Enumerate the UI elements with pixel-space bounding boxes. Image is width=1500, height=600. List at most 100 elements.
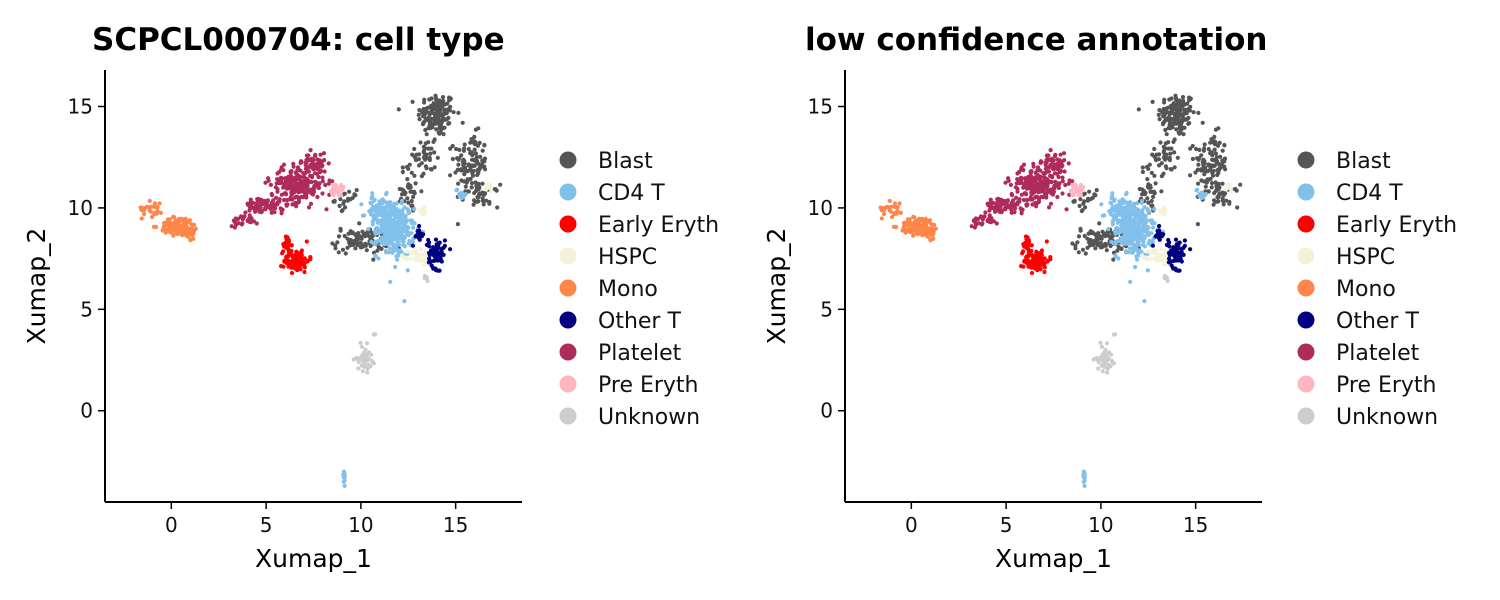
data-point xyxy=(304,160,309,165)
data-point xyxy=(474,155,479,160)
data-point xyxy=(281,181,287,186)
data-point xyxy=(432,249,437,254)
data-point xyxy=(1122,229,1127,234)
legend-marker xyxy=(1297,343,1315,361)
data-point xyxy=(1162,97,1167,102)
legend-item: Platelet xyxy=(1297,341,1420,366)
data-point xyxy=(271,203,276,208)
data-point xyxy=(1100,243,1105,248)
data-point xyxy=(1021,168,1026,173)
data-point xyxy=(1235,205,1240,210)
data-point xyxy=(917,219,922,224)
data-point xyxy=(150,214,155,220)
data-point xyxy=(382,236,387,242)
data-point xyxy=(1151,225,1156,230)
data-point xyxy=(424,132,429,137)
data-point xyxy=(333,243,338,248)
data-point xyxy=(1069,189,1074,194)
data-point xyxy=(1218,154,1223,159)
data-point xyxy=(1160,110,1165,115)
data-point xyxy=(158,210,163,215)
data-point xyxy=(1158,247,1163,252)
data-point xyxy=(1094,237,1099,242)
data-point xyxy=(279,264,284,269)
data-point xyxy=(286,243,291,248)
data-point xyxy=(462,146,467,151)
data-point xyxy=(403,221,408,226)
data-point xyxy=(1166,105,1171,110)
data-point xyxy=(372,216,377,222)
data-point xyxy=(327,178,332,183)
data-point xyxy=(1081,473,1087,479)
data-point xyxy=(1201,193,1206,198)
data-point xyxy=(418,140,423,145)
data-point xyxy=(370,222,375,227)
data-point xyxy=(1015,171,1020,176)
data-point xyxy=(379,240,385,245)
data-point xyxy=(1177,268,1182,273)
data-point xyxy=(494,188,499,193)
data-point xyxy=(425,110,430,115)
data-point xyxy=(1041,262,1046,267)
data-point xyxy=(385,200,390,205)
data-point xyxy=(336,234,342,239)
data-point xyxy=(1128,227,1133,232)
data-point xyxy=(1019,211,1024,216)
data-point xyxy=(372,197,377,202)
data-point xyxy=(1088,197,1093,202)
data-point xyxy=(900,228,905,233)
data-point xyxy=(342,478,347,483)
data-point xyxy=(1171,116,1177,122)
data-point xyxy=(1067,178,1072,183)
data-point xyxy=(1177,100,1182,105)
data-point xyxy=(1152,146,1157,152)
data-point xyxy=(266,178,271,183)
legend-item: Other T xyxy=(1297,309,1419,334)
data-point xyxy=(446,121,451,126)
data-point xyxy=(418,247,423,252)
data-point xyxy=(1046,205,1052,210)
data-point xyxy=(1140,238,1145,243)
data-point xyxy=(435,155,440,160)
data-point xyxy=(1113,254,1118,259)
data-point xyxy=(332,198,337,203)
data-point xyxy=(416,112,421,117)
data-point xyxy=(1030,185,1035,190)
legend-label: Platelet xyxy=(1336,341,1420,366)
data-point xyxy=(1139,198,1145,204)
data-point xyxy=(1140,208,1145,213)
data-point xyxy=(283,176,288,181)
data-point xyxy=(393,264,398,270)
data-point xyxy=(1152,173,1157,178)
data-point xyxy=(1179,246,1184,251)
data-point xyxy=(173,223,178,228)
data-point xyxy=(251,206,256,211)
data-point xyxy=(879,216,884,221)
data-point xyxy=(402,205,407,210)
data-point xyxy=(1092,192,1097,197)
data-point xyxy=(308,163,313,168)
data-point xyxy=(293,200,298,205)
data-point xyxy=(454,146,459,152)
data-point xyxy=(1023,234,1028,239)
data-point xyxy=(1103,355,1108,360)
data-point xyxy=(466,189,471,194)
data-point xyxy=(448,97,453,102)
data-point xyxy=(1000,201,1005,207)
legend-marker xyxy=(559,247,577,265)
data-point xyxy=(1196,110,1201,115)
data-point xyxy=(335,240,340,245)
data-point xyxy=(428,167,433,172)
data-point xyxy=(1136,107,1141,112)
data-point xyxy=(427,118,432,123)
y-tick-label: 10 xyxy=(68,196,93,220)
x-tick-label: 10 xyxy=(1088,513,1113,537)
data-point xyxy=(411,194,416,199)
data-point xyxy=(465,169,470,174)
data-point xyxy=(991,206,996,211)
data-point xyxy=(1094,188,1099,193)
data-point xyxy=(1019,177,1024,182)
data-point xyxy=(1162,211,1167,216)
data-point xyxy=(1206,189,1211,194)
x-tick-label: 15 xyxy=(1183,513,1208,537)
